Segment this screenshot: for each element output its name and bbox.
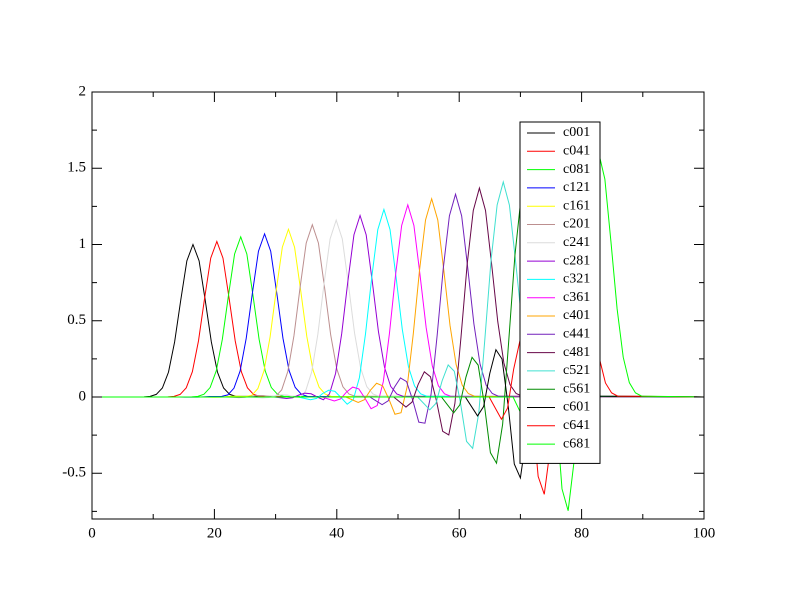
x-tick-label: 20 bbox=[207, 525, 222, 541]
legend-label: c481 bbox=[563, 345, 590, 360]
legend-label: c321 bbox=[563, 272, 590, 287]
series-line bbox=[92, 186, 704, 436]
series-line bbox=[92, 192, 704, 424]
legend-label: c401 bbox=[563, 308, 590, 323]
series-line bbox=[92, 196, 704, 415]
x-tick-label: 0 bbox=[88, 525, 96, 541]
legend-label: c681 bbox=[563, 436, 590, 451]
legend: c001 c041 c081 c121 c161 c201 c241 c281 c321 c361… bbox=[519, 121, 601, 464]
legend-label: c081 bbox=[563, 162, 590, 177]
y-tick-label: 1 bbox=[79, 236, 87, 252]
plot-frame bbox=[91, 91, 705, 520]
legend-label: c281 bbox=[563, 253, 590, 268]
y-tick-label: 1.5 bbox=[67, 160, 86, 176]
y-tick-label: 2 bbox=[79, 83, 87, 99]
legend-label: c161 bbox=[563, 198, 590, 213]
x-tick-label: 100 bbox=[693, 525, 716, 541]
legend-label: c641 bbox=[563, 418, 590, 433]
y-tick-label: -0.5 bbox=[62, 465, 86, 481]
legend-label: c041 bbox=[563, 144, 590, 159]
x-tick-label: 40 bbox=[329, 525, 344, 541]
axes: 0 20 40 60 80 100 -0.5 0 0.5 1 1.5 2 bbox=[62, 83, 715, 541]
legend-label: c561 bbox=[563, 381, 590, 396]
x-tick-label: 80 bbox=[574, 525, 589, 541]
legend-label: c121 bbox=[563, 180, 590, 195]
y-tick-label: 0 bbox=[79, 388, 87, 404]
legend-label: c361 bbox=[563, 290, 590, 305]
legend-label: c601 bbox=[563, 400, 590, 415]
legend-label: c441 bbox=[563, 327, 590, 342]
y-tick-label: 0.5 bbox=[67, 312, 86, 328]
legend-box bbox=[519, 121, 601, 464]
legend-label: c201 bbox=[563, 217, 590, 232]
legend-label: c241 bbox=[563, 235, 590, 250]
legend-label: c521 bbox=[563, 363, 590, 378]
legend-label: c001 bbox=[563, 125, 590, 140]
series-line bbox=[92, 218, 704, 399]
series-line bbox=[92, 213, 704, 401]
x-tick-label: 60 bbox=[452, 525, 467, 541]
